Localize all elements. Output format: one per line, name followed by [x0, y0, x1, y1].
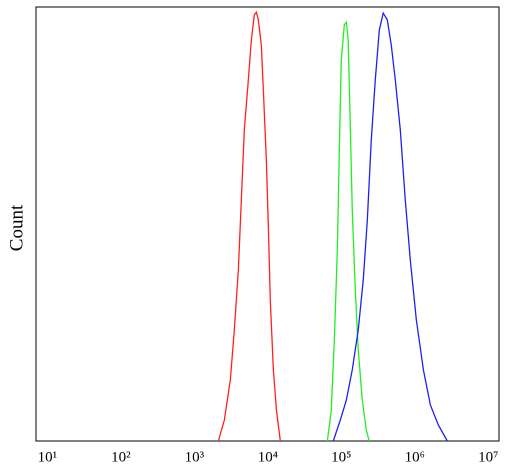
x-tick-label: 10¹: [38, 449, 58, 465]
x-tick-label: 10⁶: [405, 449, 425, 465]
histogram-line: [326, 20, 370, 442]
plot-frame: [35, 6, 500, 442]
x-tick-label: 10⁴: [258, 449, 278, 465]
x-tick-label: 10⁵: [331, 449, 351, 465]
x-tick-label: 10²: [111, 449, 131, 465]
x-tick-label: 10⁷: [478, 449, 498, 465]
histogram-line: [332, 11, 448, 442]
x-tick-label: 10³: [185, 449, 205, 465]
y-axis-label: Count: [6, 204, 27, 251]
histogram-line: [217, 10, 281, 442]
